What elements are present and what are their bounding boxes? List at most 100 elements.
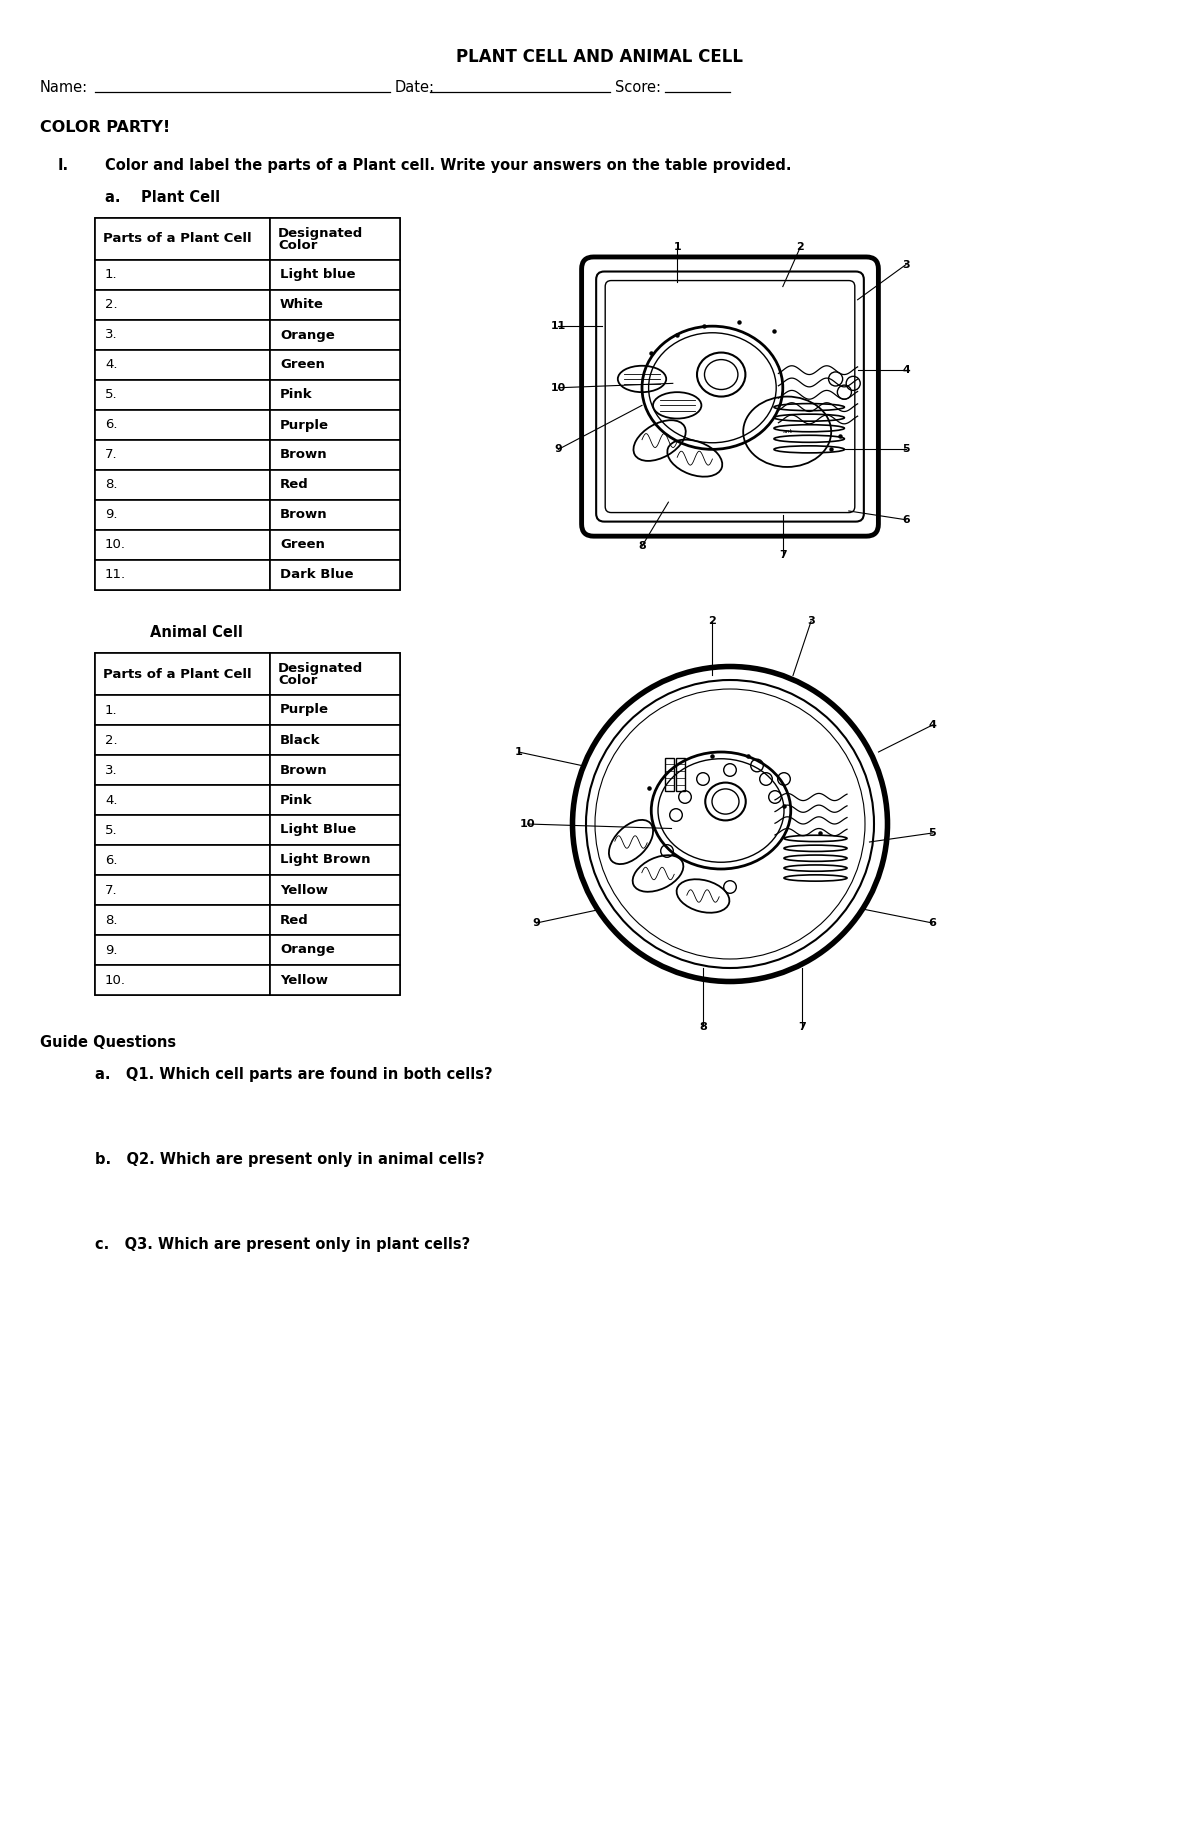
Text: 10.: 10. [106, 538, 126, 552]
Text: 6: 6 [902, 516, 910, 525]
Text: b.   Q2. Which are present only in animal cells?: b. Q2. Which are present only in animal … [95, 1152, 485, 1167]
Bar [95, 844, 270, 875]
Text: 2: 2 [708, 617, 716, 626]
Bar [95, 560, 270, 591]
Bar [270, 653, 400, 695]
Bar [270, 440, 400, 470]
Bar [270, 350, 400, 380]
Bar [95, 875, 270, 905]
Bar [270, 785, 400, 815]
Text: 2: 2 [797, 242, 804, 251]
Text: Light blue: Light blue [280, 268, 355, 281]
Text: Color and label the parts of a Plant cell. Write your answers on the table provi: Color and label the parts of a Plant cel… [106, 158, 792, 172]
Bar [95, 409, 270, 440]
Bar [95, 754, 270, 785]
Bar [95, 815, 270, 844]
Bar [270, 530, 400, 560]
Text: Date:: Date: [395, 81, 436, 95]
Text: 3.: 3. [106, 328, 118, 341]
Text: 8: 8 [700, 1022, 707, 1031]
Text: Brown: Brown [280, 763, 328, 776]
Text: 8.: 8. [106, 479, 118, 492]
Text: 1: 1 [673, 242, 682, 251]
Text: Dark Blue: Dark Blue [280, 569, 354, 582]
Text: 8: 8 [638, 541, 646, 550]
Bar [270, 905, 400, 936]
Bar [95, 290, 270, 319]
Text: 1.: 1. [106, 703, 118, 716]
Text: 7.: 7. [106, 448, 118, 461]
Bar [95, 653, 270, 695]
Text: 1: 1 [515, 747, 522, 758]
Text: 5: 5 [929, 828, 936, 839]
Bar [270, 409, 400, 440]
Bar [270, 261, 400, 290]
Bar [270, 290, 400, 319]
Text: 5: 5 [902, 444, 910, 455]
Text: Guide Questions: Guide Questions [40, 1035, 176, 1050]
Text: Purple: Purple [280, 418, 329, 431]
Text: Green: Green [280, 538, 325, 552]
Text: Designated: Designated [278, 662, 364, 675]
Text: Brown: Brown [280, 508, 328, 521]
Text: Brown: Brown [280, 448, 328, 461]
Text: Black: Black [280, 734, 320, 747]
Bar [95, 965, 270, 995]
Bar [95, 695, 270, 725]
Text: Orange: Orange [280, 328, 335, 341]
Text: Green: Green [280, 358, 325, 371]
Text: 2.: 2. [106, 299, 118, 312]
Text: a.   Q1. Which cell parts are found in both cells?: a. Q1. Which cell parts are found in bot… [95, 1066, 493, 1083]
Bar [95, 530, 270, 560]
Text: 8.: 8. [106, 914, 118, 927]
Text: 4: 4 [929, 719, 936, 730]
Text: Parts of a Plant Cell: Parts of a Plant Cell [103, 233, 252, 246]
Bar [270, 875, 400, 905]
Bar [270, 754, 400, 785]
Text: ant: ant [782, 429, 792, 435]
Text: COLOR PARTY!: COLOR PARTY! [40, 119, 170, 136]
Bar [95, 499, 270, 530]
Text: 7: 7 [798, 1022, 806, 1031]
Text: 11.: 11. [106, 569, 126, 582]
Bar [270, 218, 400, 261]
Text: 1.: 1. [106, 268, 118, 281]
Bar [95, 653, 400, 995]
Text: Yellow: Yellow [280, 883, 328, 897]
Bar [270, 965, 400, 995]
Text: PLANT CELL AND ANIMAL CELL: PLANT CELL AND ANIMAL CELL [456, 48, 744, 66]
Text: I.: I. [58, 158, 70, 172]
Text: Pink: Pink [280, 389, 313, 402]
Text: 7.: 7. [106, 883, 118, 897]
Bar [95, 725, 270, 754]
Text: 6: 6 [929, 918, 936, 929]
Text: Light Brown: Light Brown [280, 853, 371, 866]
Text: 11: 11 [551, 321, 566, 330]
Bar [95, 261, 270, 290]
Bar [270, 936, 400, 965]
Bar [270, 470, 400, 499]
Text: 9: 9 [533, 918, 540, 929]
Text: 6.: 6. [106, 853, 118, 866]
Bar [95, 785, 270, 815]
Bar [95, 218, 270, 261]
Text: Red: Red [280, 914, 308, 927]
Text: c.   Q3. Which are present only in plant cells?: c. Q3. Which are present only in plant c… [95, 1237, 470, 1251]
Bar [270, 319, 400, 350]
Bar [95, 319, 270, 350]
Text: 9.: 9. [106, 943, 118, 956]
Text: Color: Color [278, 239, 317, 251]
Bar [270, 695, 400, 725]
Text: Name:: Name: [40, 81, 88, 95]
Text: a.    Plant Cell: a. Plant Cell [106, 191, 220, 206]
Bar [95, 936, 270, 965]
Bar [676, 758, 685, 791]
Bar [665, 758, 674, 791]
Text: Light Blue: Light Blue [280, 824, 356, 837]
Text: 4: 4 [902, 365, 910, 374]
Bar [95, 218, 400, 591]
Bar [95, 350, 270, 380]
Bar [270, 844, 400, 875]
Text: 4.: 4. [106, 793, 118, 807]
Bar [95, 470, 270, 499]
